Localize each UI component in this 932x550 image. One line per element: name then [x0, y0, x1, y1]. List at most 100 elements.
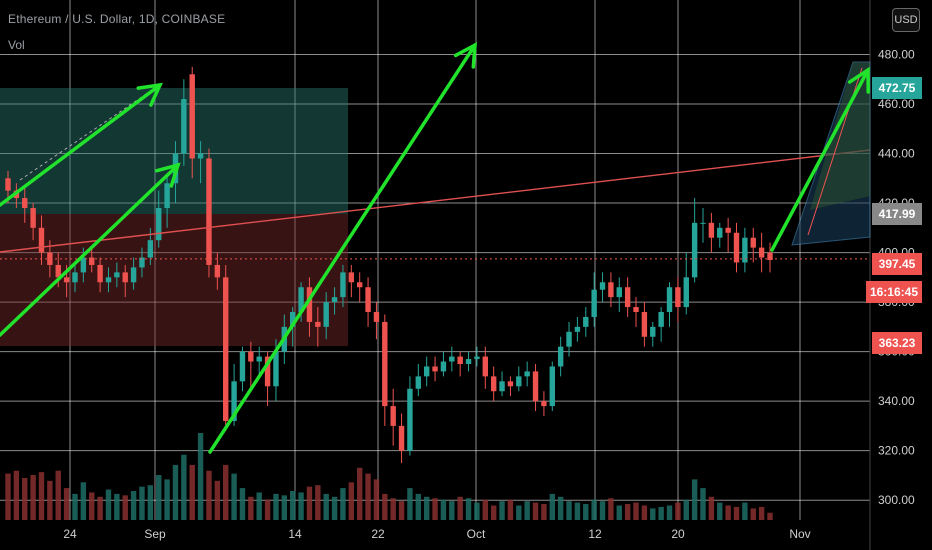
- volume-bar: [164, 479, 170, 520]
- candle-body: [675, 287, 681, 308]
- candle-body: [231, 381, 237, 421]
- volume-bar: [507, 499, 514, 520]
- y-tick-label: 300.00: [878, 493, 915, 507]
- price-tag-418[interactable]: 417.99: [872, 203, 922, 225]
- volume-bar: [231, 473, 237, 520]
- volume-bar: [490, 505, 497, 520]
- volume-bar: [306, 486, 313, 520]
- price-tag-472[interactable]: 472.75: [872, 77, 922, 99]
- candle-body: [608, 282, 614, 298]
- volume-bar: [139, 486, 145, 520]
- candle-body: [114, 272, 120, 278]
- volume-bar: [239, 488, 246, 520]
- candle-body: [105, 277, 112, 283]
- loss-zone: [0, 214, 348, 346]
- price-tag-363[interactable]: 363.23: [872, 332, 922, 354]
- x-tick-label: 12: [588, 527, 602, 541]
- green-arrow-1: [0, 83, 162, 207]
- candle-body: [532, 371, 539, 402]
- y-tick-label: 440.00: [878, 147, 915, 161]
- x-tick-label: 20: [671, 527, 685, 541]
- volume-bar: [223, 464, 229, 520]
- candle-body: [725, 227, 731, 233]
- candle-body: [507, 381, 514, 387]
- candle-body: [5, 178, 11, 191]
- currency-button[interactable]: USD: [892, 8, 920, 32]
- candle-body: [465, 359, 472, 364]
- volume-bar: [650, 508, 656, 520]
- y-tick-label: 340.00: [878, 394, 915, 408]
- volume-bar: [315, 485, 321, 520]
- volume-bar: [382, 493, 388, 520]
- green-arrow-3-head: [453, 41, 477, 69]
- candle-body: [22, 198, 28, 208]
- volume-bar: [248, 496, 254, 520]
- candle-body: [599, 282, 606, 290]
- volume-bar: [281, 495, 288, 520]
- green-arrow-2: [0, 163, 180, 337]
- volume-bar: [583, 504, 589, 520]
- trend-line: [0, 149, 871, 253]
- candle-body: [306, 287, 313, 322]
- volume-bar: [457, 496, 463, 520]
- price-tag-last[interactable]: 397.45: [872, 253, 922, 275]
- volume-bar: [356, 467, 363, 520]
- candle-body: [583, 316, 589, 327]
- price-axis[interactable]: 300.00320.00340.00360.00380.00400.00420.…: [878, 47, 915, 507]
- candle-body: [223, 277, 229, 421]
- candle-body: [557, 346, 564, 367]
- volume-bar: [608, 498, 614, 520]
- volume-bar: [63, 488, 70, 520]
- candle-body: [206, 158, 212, 265]
- volume-bar: [5, 473, 11, 520]
- candle-body: [63, 277, 70, 283]
- candle-body: [156, 208, 162, 241]
- volume-bar: [658, 506, 664, 520]
- candle-body: [189, 74, 195, 159]
- candle-body: [591, 289, 597, 317]
- countdown-tag[interactable]: 16:16:45: [865, 281, 922, 303]
- candle-body: [708, 222, 715, 238]
- volume-bar: [197, 433, 204, 520]
- candlesticks: [5, 66, 773, 464]
- candle-body: [549, 366, 555, 407]
- volume-bar: [264, 499, 271, 520]
- candle-body: [390, 406, 396, 426]
- time-axis[interactable]: 24 Sep 14 22 Oct 12 20 Nov: [63, 527, 810, 541]
- green-arrow-3: [208, 43, 477, 454]
- candle-body: [122, 272, 128, 283]
- candle-body: [298, 287, 304, 312]
- candle-body: [214, 264, 221, 278]
- candle-body: [164, 183, 170, 208]
- volume-bar: [474, 502, 480, 520]
- volume-bar: [742, 502, 748, 520]
- volume-bar: [323, 493, 329, 520]
- candle-body: [767, 252, 773, 260]
- volume-bar: [666, 505, 673, 520]
- candle-body: [315, 321, 321, 327]
- volume-bar: [147, 485, 154, 520]
- candle-body: [30, 208, 36, 228]
- volume-bar: [156, 475, 162, 520]
- candle-body: [733, 232, 740, 263]
- candle-body: [666, 287, 673, 312]
- candle-body: [650, 326, 656, 337]
- candle-body: [398, 425, 405, 451]
- volume-bar: [80, 482, 87, 520]
- candle-body: [264, 356, 271, 387]
- symbol-title[interactable]: Ethereum / U.S. Dollar, 1D, COINBASE: [8, 12, 226, 26]
- volume-bar: [767, 512, 773, 520]
- channel-pattern: [791, 61, 871, 246]
- volume-bar: [524, 501, 530, 520]
- volume-bar: [624, 504, 631, 520]
- candle-body: [47, 252, 53, 265]
- volume-bar: [708, 496, 715, 520]
- candle-body: [340, 272, 346, 298]
- candle-body: [356, 282, 363, 288]
- candle-body: [331, 297, 338, 303]
- candle-body: [407, 388, 413, 451]
- x-tick-label: Nov: [789, 527, 810, 541]
- candle-body: [624, 287, 631, 308]
- volume-bar: [423, 496, 430, 520]
